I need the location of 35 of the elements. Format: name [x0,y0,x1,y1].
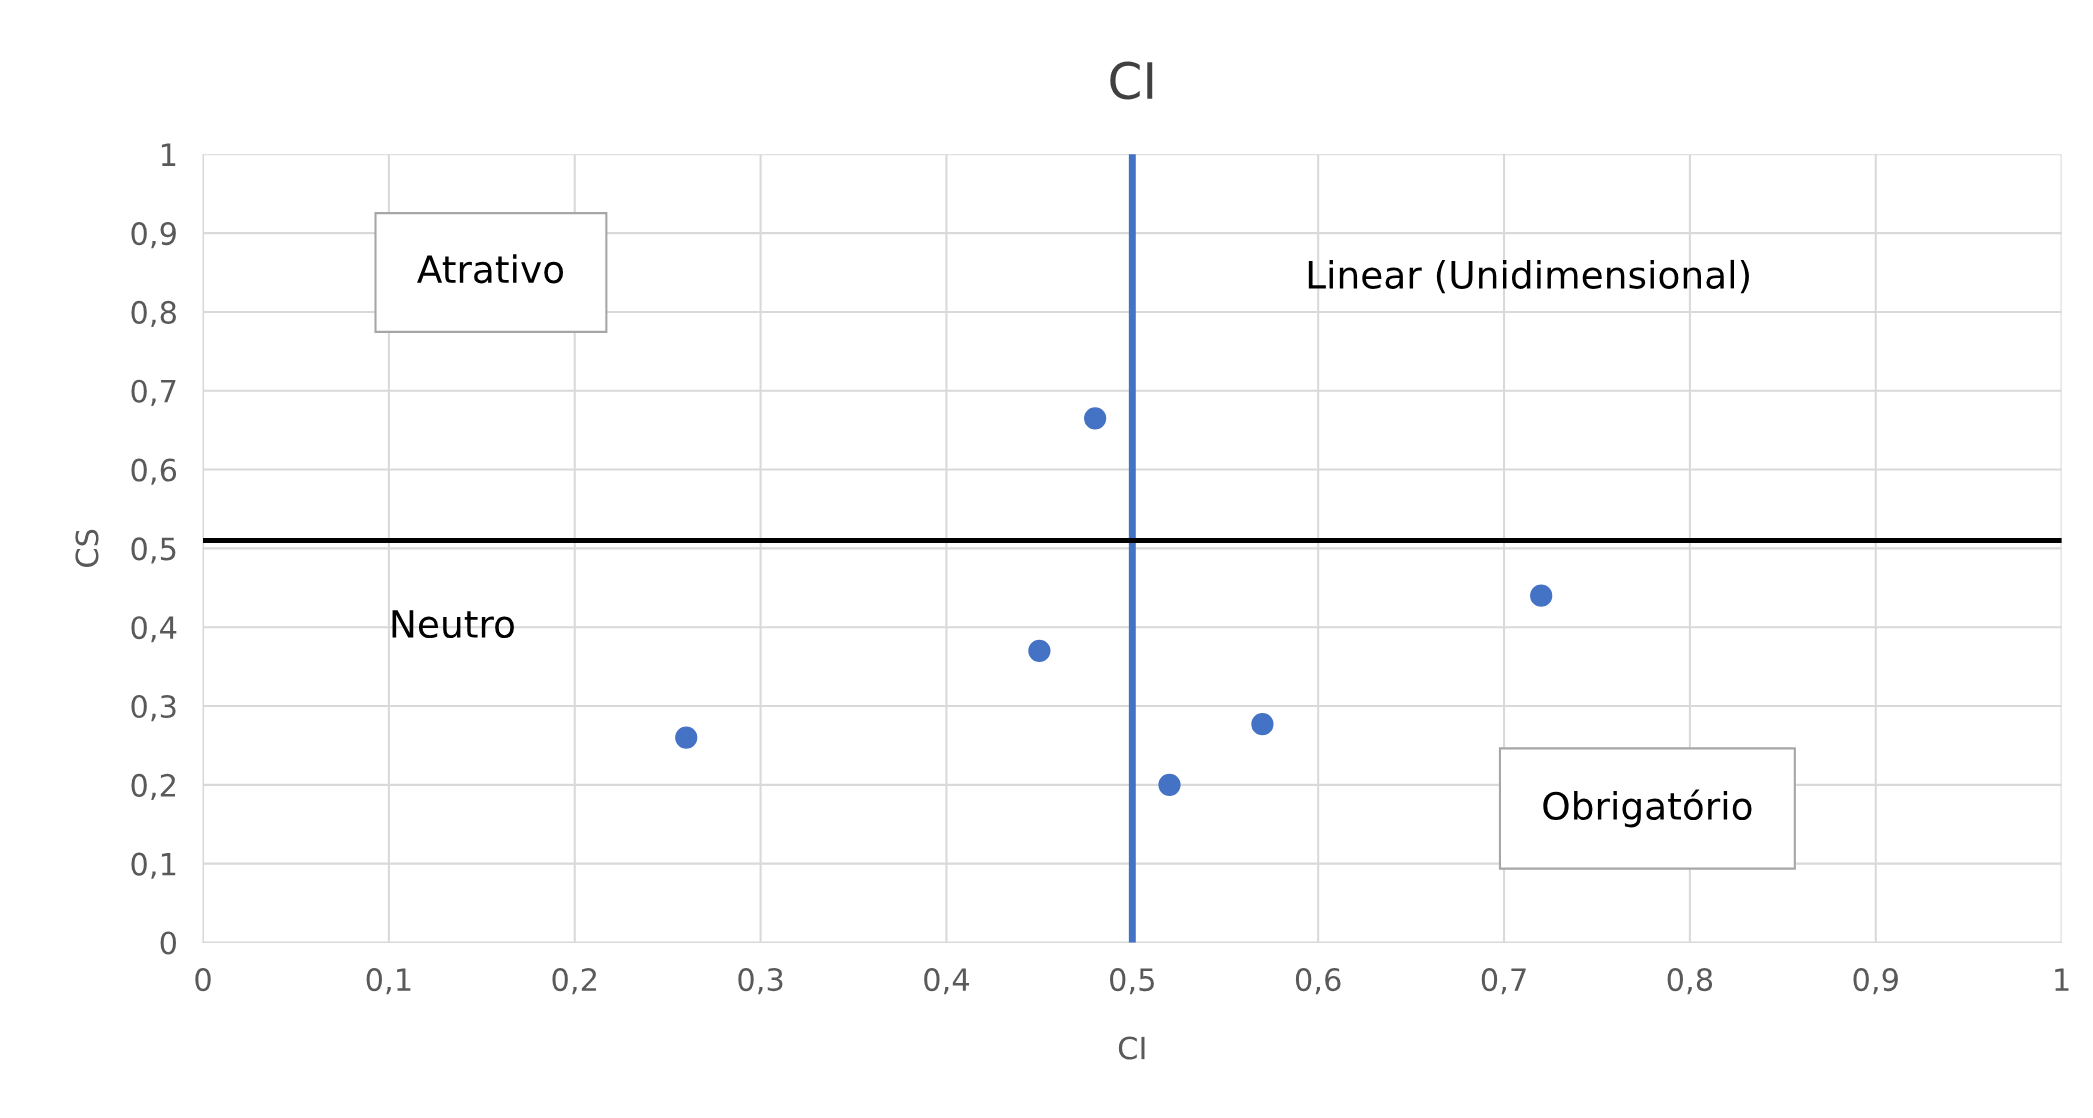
x-tick-label: 0,3 [738,968,783,995]
annotation: Atrativo [417,254,564,284]
y-tick-label: 0,3 [131,694,176,722]
x-tick-label: 1 [2055,968,2069,991]
x-tick-label: 0 [195,968,211,992]
point [1251,713,1274,736]
y-tick-label: 0 [160,931,176,955]
y-tick-label: 0,4 [131,616,177,643]
x-tick-label: 0,4 [924,968,970,995]
chart-title: CI [1110,61,1153,100]
x-tick-label: 0,7 [1481,968,1526,995]
annotation: Linear (Unidimensional) [1308,259,1749,294]
point [1530,584,1553,607]
y-tick-label: 0,7 [131,379,176,406]
annotation: Neutro [392,610,514,639]
x-tick-label: 0,9 [1853,968,1898,995]
annotation: Obrigatório [1543,789,1752,828]
y-tick-label: 1 [161,143,176,166]
point [1158,773,1181,796]
y-tick-label: 0,9 [131,222,176,249]
x-tick-label: 0,8 [1667,968,1713,995]
y-axis-title: CS [75,529,99,568]
x-axis-title: CI [1118,1036,1145,1060]
x-tick-label: 0,6 [1295,968,1341,995]
y-tick-label: 0,5 [131,537,176,564]
point [1084,407,1107,430]
y-tick-label: 0,6 [131,458,177,485]
point [1028,639,1051,662]
y-tick-label: 0,8 [131,300,176,328]
x-tick-label: 0,5 [1110,968,1154,995]
y-tick-label: 0,2 [131,773,175,800]
y-tick-label: 0,1 [131,852,176,879]
point [675,726,698,749]
x-tick-label: 0,2 [552,968,596,995]
x-tick-label: 0,1 [366,968,411,995]
